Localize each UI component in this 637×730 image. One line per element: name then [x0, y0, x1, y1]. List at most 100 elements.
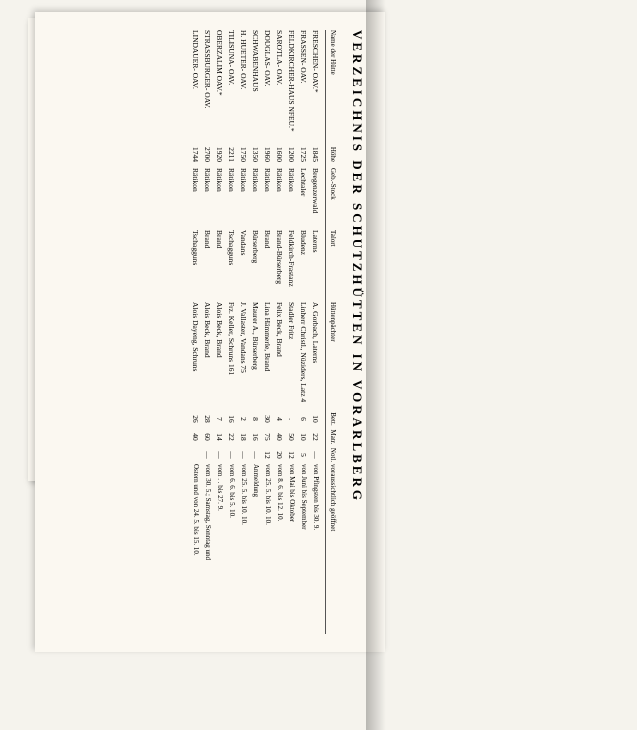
hut-stock: Rätikon	[213, 168, 225, 230]
hut-name: SCHWABENHAUS	[249, 30, 261, 140]
hut-ort: Vandans	[237, 230, 249, 302]
hut-notl: —	[309, 446, 321, 464]
hcol-open: voraussichtlich geöffnet	[329, 464, 337, 634]
hut-beds: 8	[249, 410, 261, 428]
hut-ort: Laterns	[309, 230, 321, 302]
hut-row: DOUGLAS- OAV. 1960 Rätikon Brand Lina Hä…	[261, 30, 273, 634]
hut-stock: Lechtaler	[297, 168, 309, 230]
hut-open: Ostern und von 24. 5. bis 15. 10.	[189, 464, 201, 634]
hut-open: vom . . bis 27. 9.	[213, 464, 225, 634]
hut-name: STRASSBURGER- OAV.	[201, 30, 213, 140]
hut-keeper: Stadler Fritz	[285, 302, 297, 410]
hut-beds: 10	[309, 410, 321, 428]
hut-height: 1750	[237, 140, 249, 168]
hut-stock: Rätikon	[285, 168, 297, 230]
hut-open: vom 25. 5. bis 10. 10.	[261, 464, 273, 634]
hut-name: FELDKIRCHER-HAUS NFEU.*	[285, 30, 297, 140]
hut-name: LINDAUER- OAV.	[189, 30, 201, 140]
hut-notl: 5	[297, 446, 309, 464]
hcol-stock: Geb.-Stock	[329, 168, 337, 230]
hut-row: H. HUETER- OAV. 1750 Rätikon Vandans J. …	[237, 30, 249, 634]
huts-title: VERZEICHNIS DER SCHUTZHÜTTEN IN VORARLBE…	[349, 30, 365, 634]
hut-height: 1744	[189, 140, 201, 168]
hut-beds: 6	[297, 410, 309, 428]
hut-ort: Feldkirch-Frastanz	[285, 230, 297, 302]
hut-height: 1600	[273, 140, 285, 168]
hut-ort: Bludenz	[297, 230, 309, 302]
hut-notl: 12	[261, 446, 273, 464]
hut-ort: Brand-Bürserberg	[273, 230, 285, 302]
hut-height: 2211	[225, 140, 237, 168]
hut-matr: 75	[261, 428, 273, 446]
hut-matr: 22	[309, 428, 321, 446]
hut-height: 2700	[201, 140, 213, 168]
hut-notl	[189, 446, 201, 464]
hut-name: DOUGLAS- OAV.	[261, 30, 273, 140]
hcol-b: Bett.	[329, 410, 337, 428]
hut-row: FRASSEN- OAV. 1725 Lechtaler Bludenz Lin…	[297, 30, 309, 634]
hut-matr: 18	[237, 428, 249, 446]
hut-name: TILISUNA- OAV.	[225, 30, 237, 140]
hut-matr: 10	[297, 428, 309, 446]
hut-beds: 7	[213, 410, 225, 428]
hut-ort: Tschagguns	[189, 230, 201, 302]
hut-keeper: A. Gorbach, Laterns	[309, 302, 321, 410]
hcol-name: Name der Hütte	[329, 30, 337, 140]
hut-open: vom 25. 5. bis 10. 10.	[237, 464, 249, 634]
hut-notl: —	[249, 446, 261, 464]
hut-keeper: Alois Beck, Brand	[201, 302, 213, 410]
hut-keeper: Linherr Christl., Nüziders, Latz 4	[297, 302, 309, 410]
hcol-pacht: Hüttenpächter	[329, 302, 337, 410]
hut-name: FRESCHEN- OAV.*	[309, 30, 321, 140]
hut-keeper: Lina Hämmerle, Brand	[261, 302, 273, 410]
hut-ort: Tschagguns	[225, 230, 237, 302]
hut-notl: —	[213, 446, 225, 464]
hut-stock: Bregenzerwald	[309, 168, 321, 230]
hut-beds: 2	[237, 410, 249, 428]
hut-row: FRESCHEN- OAV.* 1845 Bregenzerwald Later…	[309, 30, 321, 634]
hut-open: vom 8. 6. bis 12. 10.	[273, 464, 285, 634]
hut-notl: 12	[285, 446, 297, 464]
hut-beds: 16	[225, 410, 237, 428]
hut-matr: 50	[285, 428, 297, 446]
hut-row: STRASSBURGER- OAV. 2700 Rätikon Brand Al…	[201, 30, 213, 634]
hut-keeper: J. Vallaster, Vandans 75	[237, 302, 249, 410]
hut-ort: Brand	[261, 230, 273, 302]
hut-open: vom 6. 6. bis 5. 10.	[225, 464, 237, 634]
hut-open: Anmeldung	[249, 464, 261, 634]
right-page: VERZEICHNIS DER SCHUTZHÜTTEN IN VORARLBE…	[35, 12, 385, 652]
hut-height: 1200	[285, 140, 297, 168]
hut-matr: 14	[213, 428, 225, 446]
hcol-n: Notl.	[329, 446, 337, 464]
hut-height: 1725	[297, 140, 309, 168]
hut-keeper: Frz. Keller, Schruns 161	[225, 302, 237, 410]
hut-beds: 4	[273, 410, 285, 428]
hut-ort: Bürserberg	[249, 230, 261, 302]
hut-open: von Pfingsten bis 30. 9.	[309, 464, 321, 634]
hut-stock: Rätikon	[237, 168, 249, 230]
hcol-m: Matr.	[329, 428, 337, 446]
hut-notl: —	[237, 446, 249, 464]
hut-open: von Juni bis September	[297, 464, 309, 634]
hut-row: LINDAUER- OAV. 1744 Rätikon Tschagguns A…	[189, 30, 201, 634]
hut-name: FRASSEN- OAV.	[297, 30, 309, 140]
hut-notl: 20	[273, 446, 285, 464]
hut-height: 1960	[261, 140, 273, 168]
hut-beds: 30	[261, 410, 273, 428]
hut-beds: 28	[201, 410, 213, 428]
hcol-ort: Talort	[329, 230, 337, 302]
hut-open: von Mai bis Oktober	[285, 464, 297, 634]
hut-open: vom 30. 5.; Samstag, Sonntag und	[201, 464, 213, 634]
hut-row: FELDKIRCHER-HAUS NFEU.* 1200 Rätikon Fel…	[285, 30, 297, 634]
hut-stock: Rätikon	[189, 168, 201, 230]
hut-stock: Rätikon	[273, 168, 285, 230]
hut-name: H. HUETER- OAV.	[237, 30, 249, 140]
hut-height: 1350	[249, 140, 261, 168]
huts-rows: FRESCHEN- OAV.* 18 45 Bregenzerwald Later…	[189, 30, 321, 634]
hut-matr: 22	[225, 428, 237, 446]
hut-keeper: Alois Dayeng, Schruns	[189, 302, 201, 410]
hut-stock: Rätikon	[261, 168, 273, 230]
hut-ort: Brand	[213, 230, 225, 302]
hut-keeper: Alois Beck, Brand	[213, 302, 225, 410]
hut-row: SAROTLA- OAV. 1600 Rätikon Brand-Bürserb…	[273, 30, 285, 634]
